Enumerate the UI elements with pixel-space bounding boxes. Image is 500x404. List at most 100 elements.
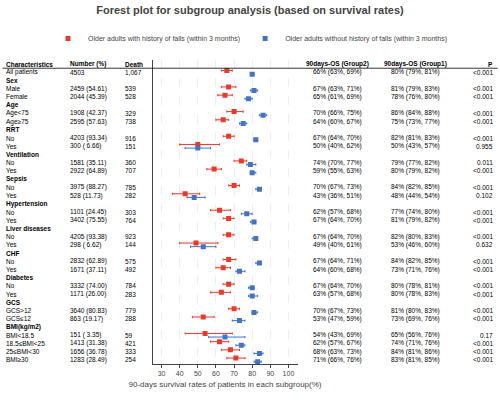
svg-text:84% (82%, 85%): 84% (82%, 85%) (391, 257, 440, 265)
svg-text:<0.001: <0.001 (473, 258, 493, 265)
svg-text:3640 (80.83): 3640 (80.83) (70, 307, 107, 315)
svg-text:Liver diseases: Liver diseases (6, 225, 51, 232)
svg-text:3332 (74.00): 3332 (74.00) (70, 282, 107, 290)
svg-text:53% (47%, 59%): 53% (47%, 59%) (313, 315, 362, 323)
svg-text:288: 288 (125, 315, 136, 322)
svg-text:90days-OS (Group1): 90days-OS (Group1) (384, 60, 447, 68)
svg-text:65% (56%, 76%): 65% (56%, 76%) (391, 331, 440, 339)
svg-text:3402 (75.55): 3402 (75.55) (70, 216, 107, 224)
svg-text:528: 528 (125, 93, 136, 100)
svg-text:59: 59 (125, 332, 133, 339)
svg-text:Sepsis: Sepsis (6, 175, 27, 183)
svg-text:Female: Female (6, 93, 28, 100)
svg-text:<0.001: <0.001 (473, 348, 493, 355)
svg-text:<0.001: <0.001 (473, 135, 493, 142)
svg-text:81% (80%, 83%): 81% (80%, 83%) (391, 307, 440, 315)
svg-text:75% (73%, 77%): 75% (73%, 77%) (391, 118, 440, 126)
svg-text:74% (71%, 76%): 74% (71%, 76%) (391, 339, 440, 347)
svg-text:1656 (36.78): 1656 (36.78) (70, 348, 107, 356)
svg-text:<0.001: <0.001 (473, 167, 493, 174)
svg-text:No: No (6, 184, 15, 191)
svg-text:492: 492 (125, 266, 136, 273)
svg-text:Yes: Yes (6, 217, 17, 224)
svg-text:50% (40%, 62%): 50% (40%, 62%) (313, 142, 362, 150)
svg-text:0.102: 0.102 (476, 192, 493, 199)
svg-text:79% (77%, 82%): 79% (77%, 82%) (391, 159, 440, 167)
svg-text:82% (80%, 83%): 82% (80%, 83%) (391, 233, 440, 241)
svg-text:1413 (31.38): 1413 (31.38) (70, 339, 107, 347)
svg-text:784: 784 (125, 282, 136, 289)
svg-text:No: No (6, 209, 15, 216)
svg-text:70% (66%, 75%): 70% (66%, 75%) (313, 109, 362, 117)
svg-text:916: 916 (125, 135, 136, 142)
svg-text:1283 (28.49): 1283 (28.49) (70, 356, 107, 364)
svg-text:1581 (35.11): 1581 (35.11) (70, 159, 106, 167)
svg-text:Diabetes: Diabetes (6, 274, 33, 281)
svg-text:80% (78%, 83%): 80% (78%, 83%) (391, 290, 440, 298)
svg-text:83% (81%, 85%): 83% (81%, 85%) (391, 356, 440, 364)
svg-text:70% (67%, 73%): 70% (67%, 73%) (313, 183, 362, 191)
svg-text:84% (82%, 85%): 84% (82%, 85%) (391, 183, 440, 191)
svg-text:421: 421 (125, 340, 136, 347)
svg-text:0.17: 0.17 (480, 332, 493, 339)
svg-text:360: 360 (125, 159, 136, 166)
svg-text:67% (63%, 71%): 67% (63%, 71%) (313, 85, 362, 93)
svg-text:<0.001: <0.001 (473, 184, 493, 191)
svg-text:<0.001: <0.001 (473, 93, 493, 100)
svg-text:738: 738 (125, 118, 136, 125)
svg-text:BMI<18.5: BMI<18.5 (6, 332, 34, 339)
svg-text:73% (71%, 76%): 73% (71%, 76%) (391, 266, 440, 274)
svg-text:No: No (6, 258, 15, 265)
svg-text:923: 923 (125, 233, 136, 240)
svg-text:40: 40 (176, 370, 184, 377)
svg-text:77% (74%, 80%): 77% (74%, 80%) (391, 208, 440, 216)
svg-text:Hypertension: Hypertension (6, 200, 48, 208)
svg-text:<0.001: <0.001 (473, 315, 493, 322)
svg-text:4203 (93.34): 4203 (93.34) (70, 134, 107, 142)
svg-text:<0.001: <0.001 (473, 217, 493, 224)
svg-text:0.632: 0.632 (476, 241, 493, 248)
svg-text:Male: Male (6, 85, 20, 92)
svg-text:49% (40%, 61%): 49% (40%, 61%) (313, 241, 362, 249)
svg-text:63% (57%, 68%): 63% (57%, 68%) (313, 290, 362, 298)
svg-text:151: 151 (125, 143, 136, 150)
svg-text:282: 282 (125, 192, 136, 199)
svg-text:<0.001: <0.001 (473, 85, 493, 92)
svg-text:<0.001: <0.001 (473, 266, 493, 273)
svg-text:779: 779 (125, 307, 136, 314)
svg-text:298 ( 6.62): 298 ( 6.62) (70, 241, 101, 249)
svg-text:<0.001: <0.001 (473, 209, 493, 216)
svg-text:RRT: RRT (6, 126, 19, 133)
svg-text:Older adults without history o: Older adults without history of falls (w… (285, 35, 447, 43)
svg-text:GCS≤12: GCS≤12 (6, 315, 31, 322)
svg-text:<0.001: <0.001 (473, 282, 493, 289)
svg-text:70: 70 (230, 370, 238, 377)
svg-text:64% (60%, 68%): 64% (60%, 68%) (313, 266, 362, 274)
svg-text:<0.001: <0.001 (473, 356, 493, 363)
svg-text:4503: 4503 (70, 69, 85, 76)
svg-text:539: 539 (125, 85, 136, 92)
svg-text:CHF: CHF (6, 250, 19, 257)
svg-text:0.011: 0.011 (477, 159, 493, 166)
svg-text:2922 (64.89): 2922 (64.89) (70, 167, 107, 175)
svg-text:82% (81%, 83%): 82% (81%, 83%) (391, 134, 440, 142)
svg-text:2459 (54.61): 2459 (54.61) (70, 85, 107, 93)
svg-text:67% (64%, 70%): 67% (64%, 70%) (313, 233, 362, 241)
svg-text:80% (78%, 81%): 80% (78%, 81%) (391, 282, 440, 290)
svg-text:73% (69%, 76%): 73% (69%, 76%) (391, 315, 440, 323)
svg-text:329: 329 (125, 110, 136, 117)
svg-text:18.5≤BMI<25: 18.5≤BMI<25 (6, 340, 45, 347)
svg-text:1,067: 1,067 (125, 69, 142, 76)
svg-text:74% (70%, 77%): 74% (70%, 77%) (313, 159, 362, 167)
svg-text:Death: Death (125, 61, 143, 68)
svg-text:Yes: Yes (6, 167, 17, 174)
svg-text:30: 30 (158, 370, 166, 377)
svg-text:<0.001: <0.001 (473, 307, 493, 314)
svg-text:78% (76%, 80%): 78% (76%, 80%) (391, 93, 440, 101)
svg-text:333: 333 (125, 348, 136, 355)
svg-text:67% (64%, 70%): 67% (64%, 70%) (313, 216, 362, 224)
svg-text:59% (55%, 63%): 59% (55%, 63%) (313, 167, 362, 175)
svg-text:90: 90 (266, 370, 274, 377)
svg-text:No: No (6, 233, 15, 240)
svg-text:575: 575 (125, 258, 136, 265)
